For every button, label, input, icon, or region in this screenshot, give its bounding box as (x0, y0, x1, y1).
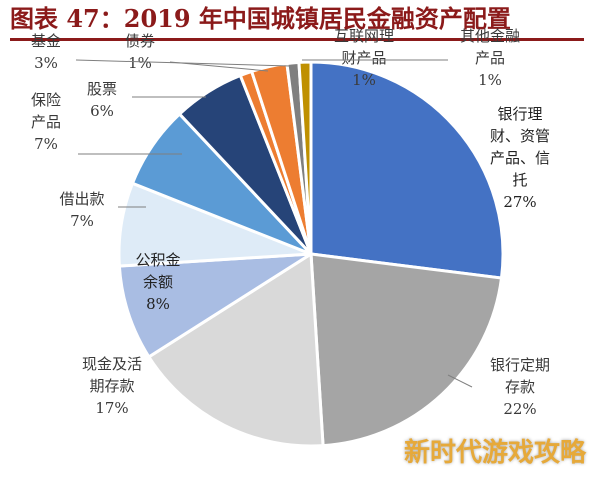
slice-percent-label: 1% (478, 71, 502, 89)
leader-line (447, 374, 473, 388)
slice-percent-label: 6% (90, 102, 114, 120)
watermark: 新时代游戏攻略 (403, 438, 586, 468)
slice-label: 产品 (31, 113, 61, 131)
slice-percent-label: 1% (352, 71, 376, 89)
slice-label: 其他金融 (460, 27, 520, 45)
slice-label: 股票 (87, 80, 117, 98)
pie-slice (117, 252, 312, 359)
slice-percent-label: 3% (34, 54, 58, 72)
slice-label: 借出款 (59, 190, 104, 208)
pie-slice (309, 60, 505, 280)
slice-label: 债券 (125, 32, 155, 50)
slice-percent-label: 17% (95, 399, 128, 417)
slice-percent-label: 7% (70, 212, 94, 230)
slice-label: 银行定期 (490, 356, 550, 374)
pie-slice (297, 60, 313, 255)
slice-label: 财、资管 (490, 127, 550, 145)
leader-line (75, 59, 291, 67)
slice-label: 产品、信 (490, 149, 550, 167)
title-rule (10, 38, 584, 41)
slice-label: 互联网理 (334, 27, 394, 45)
slice-label: 产品 (475, 49, 505, 67)
pie-slice (146, 251, 325, 448)
slice-label: 银行理 (497, 105, 542, 123)
slice-percent-label: 7% (34, 135, 58, 153)
slice-label: 托 (512, 171, 527, 189)
slice-label: 财产品 (341, 49, 386, 67)
slice-label: 现金及活 (82, 355, 142, 373)
slice-label: 保险 (31, 91, 61, 109)
slice-label: 公积金 (135, 251, 180, 269)
slice-percent-label: 8% (146, 295, 170, 313)
slice-percent-label: 27% (503, 193, 536, 211)
slice-label: 存款 (505, 378, 535, 396)
slice-label: 期存款 (89, 377, 134, 395)
slice-label: 余额 (143, 273, 173, 291)
pie-slice (309, 252, 504, 448)
chart-title: 图表 47：2019 年中国城镇居民金融资产配置 (10, 4, 511, 33)
slice-percent-label: 22% (503, 400, 536, 418)
slice-percent-label: 1% (128, 54, 152, 72)
slice-label: 基金 (31, 32, 61, 50)
